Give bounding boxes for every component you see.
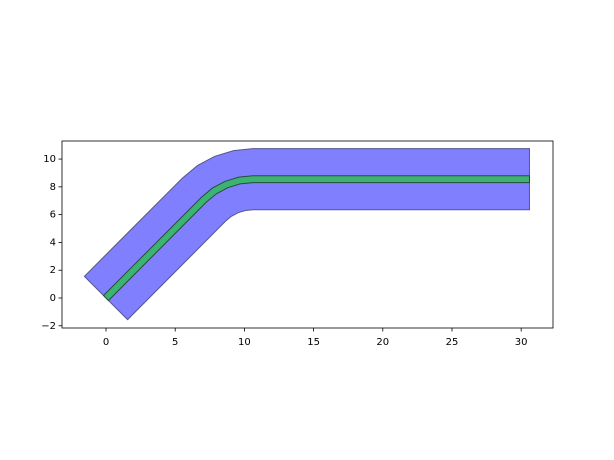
y-tick-label: 10 bbox=[43, 154, 56, 165]
polygon bbox=[83, 148, 530, 321]
y-tick-label: 0 bbox=[50, 293, 56, 304]
x-tick-label: 10 bbox=[238, 337, 251, 348]
x-tick-label: 25 bbox=[446, 337, 459, 348]
y-tick-label: 8 bbox=[50, 182, 56, 193]
x-tick-label: 15 bbox=[307, 337, 320, 348]
polygon bbox=[102, 175, 530, 302]
x-tick-label: 20 bbox=[376, 337, 389, 348]
x-tick-label: 5 bbox=[172, 337, 178, 348]
y-tick-label: −2 bbox=[41, 321, 56, 332]
y-tick-label: 6 bbox=[50, 210, 56, 221]
x-tick-label: 30 bbox=[515, 337, 528, 348]
x-tick-label: 0 bbox=[103, 337, 109, 348]
axes-frame bbox=[61, 140, 554, 329]
y-tick-label: 4 bbox=[50, 237, 56, 248]
y-tick-label: 2 bbox=[50, 265, 56, 276]
